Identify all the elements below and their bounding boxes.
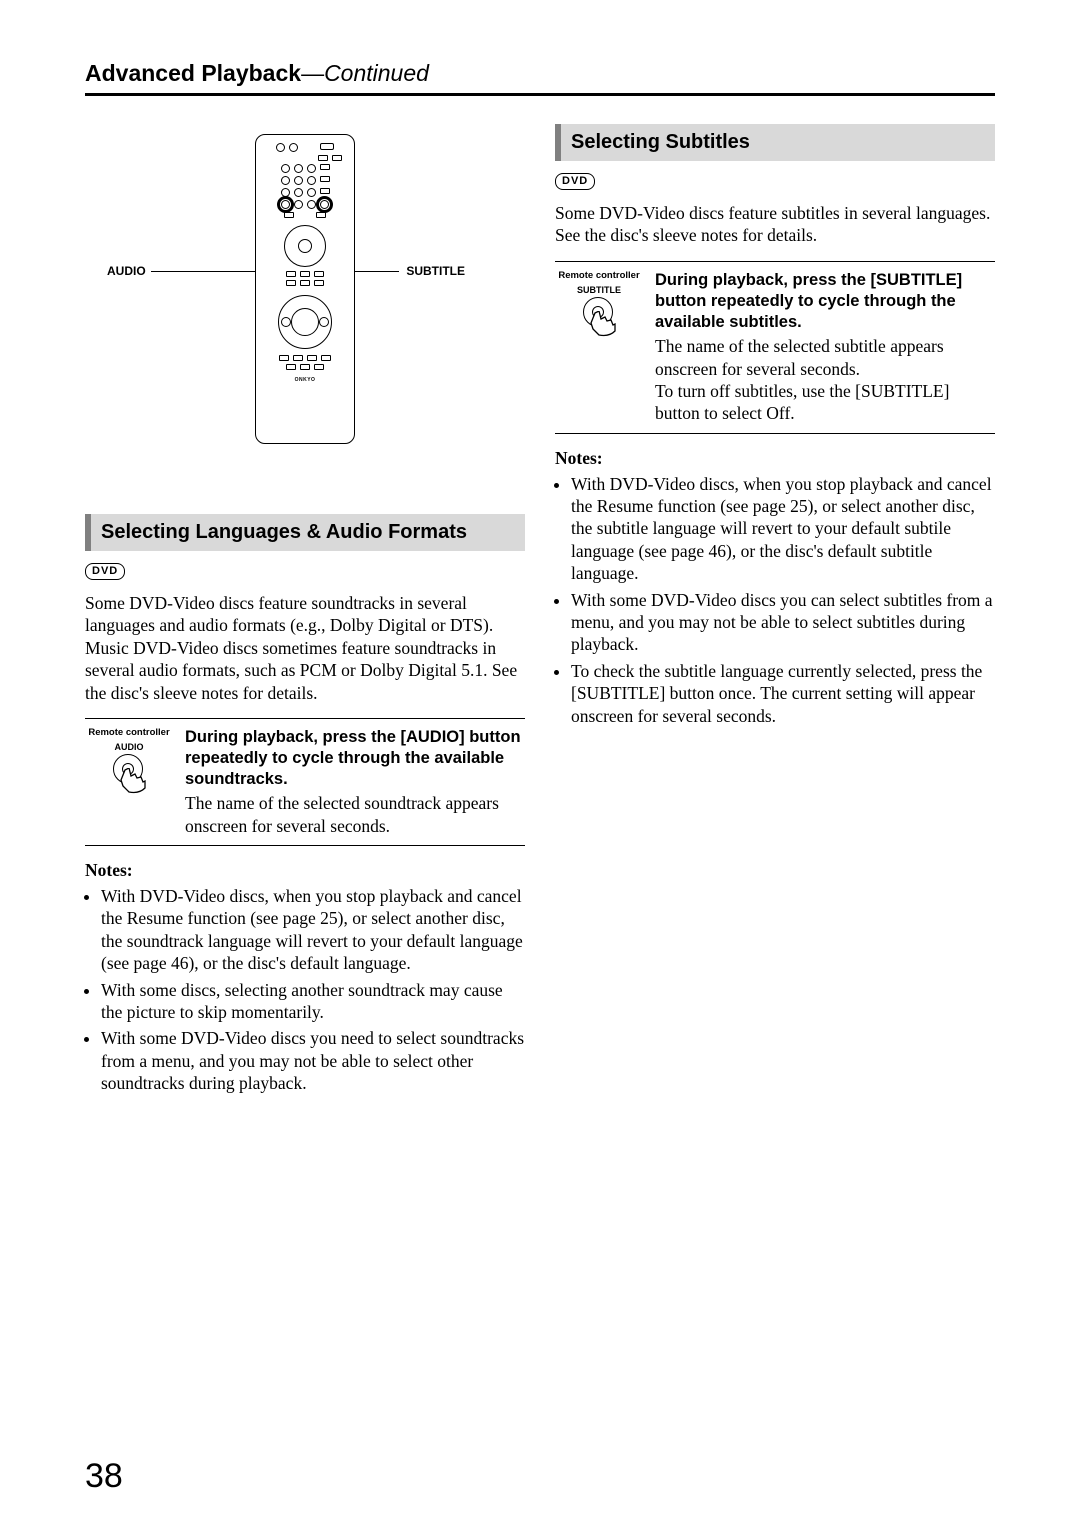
dvd-badge: DVD <box>85 563 125 580</box>
subtitle-instruction-body2: To turn off subtitles, use the [SUBTITLE… <box>655 381 949 423</box>
audio-instruction-body: The name of the selected soundtrack appe… <box>185 793 499 835</box>
notes-label-right: Notes: <box>555 448 995 469</box>
subtitle-instruction-block: Remote controller SUBTITLE During playba… <box>555 261 995 434</box>
note-item: With some discs, selecting another sound… <box>101 979 525 1024</box>
press-icon <box>109 754 149 794</box>
note-item: With some DVD-Video discs you need to se… <box>101 1027 525 1094</box>
section-title-audio: Selecting Languages & Audio Formats <box>85 514 525 551</box>
right-column: Selecting Subtitles DVD Some DVD-Video d… <box>555 124 995 1099</box>
note-item: To check the subtitle language currently… <box>571 660 995 727</box>
subtitle-intro: Some DVD-Video discs feature subtitles i… <box>555 202 995 247</box>
audio-notes: With DVD-Video discs, when you stop play… <box>85 885 525 1095</box>
remote-brand: ONKYO <box>295 377 316 383</box>
subtitle-btn-label: SUBTITLE <box>555 285 643 295</box>
dvd-badge: DVD <box>555 173 595 190</box>
rc-label: Remote controller <box>85 727 173 738</box>
page-header: Advanced Playback—Continued <box>85 60 995 96</box>
subtitle-notes: With DVD-Video discs, when you stop play… <box>555 473 995 727</box>
header-sep: — <box>301 60 324 86</box>
remote-diagram: AUDIO SUBTITLE <box>85 124 525 454</box>
audio-btn-label: AUDIO <box>85 742 173 752</box>
remote-body: ONKYO <box>255 134 355 444</box>
header-title-italic: Continued <box>324 60 429 86</box>
audio-pointer-line <box>151 271 255 272</box>
audio-pointer-label: AUDIO <box>107 264 146 278</box>
page-number: 38 <box>85 1457 123 1496</box>
left-column: AUDIO SUBTITLE <box>85 124 525 1099</box>
audio-instruction-bold: During playback, press the [AUDIO] butto… <box>185 727 525 790</box>
section-title-subtitles: Selecting Subtitles <box>555 124 995 161</box>
subtitle-instruction-bold: During playback, press the [SUBTITLE] bu… <box>655 270 995 333</box>
press-icon <box>579 297 619 337</box>
notes-label-left: Notes: <box>85 860 525 881</box>
rc-label: Remote controller <box>555 270 643 281</box>
note-item: With DVD-Video discs, when you stop play… <box>101 885 525 975</box>
note-item: With some DVD-Video discs you can select… <box>571 589 995 656</box>
audio-instruction-block: Remote controller AUDIO During playback,… <box>85 718 525 846</box>
subtitle-instruction-body1: The name of the selected subtitle appear… <box>655 336 944 378</box>
header-title-bold: Advanced Playback <box>85 60 301 86</box>
note-item: With DVD-Video discs, when you stop play… <box>571 473 995 585</box>
subtitle-pointer-label: SUBTITLE <box>406 264 465 278</box>
audio-intro: Some DVD-Video discs feature soundtracks… <box>85 592 525 704</box>
